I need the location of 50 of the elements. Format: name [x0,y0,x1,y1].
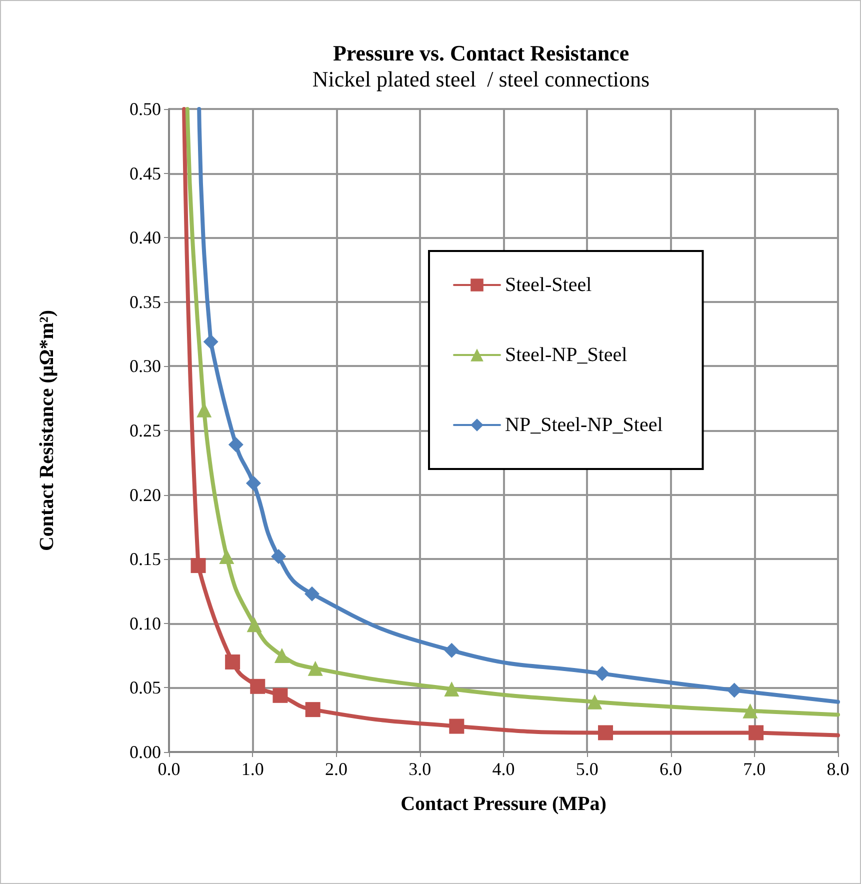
point [444,681,460,696]
x-tick-label: 2.0 [325,759,348,779]
x-tick-label: 8.0 [826,759,850,779]
x-tick-label: 4.0 [492,759,515,779]
legend-label: Steel-Steel [505,274,592,296]
x-tick-label: 7.0 [743,759,766,779]
y-tick-label: 0.25 [130,420,161,440]
x-tick-label: 0.0 [158,759,180,779]
point [726,682,742,698]
y-tick-label: 0.00 [130,742,161,762]
x-axis-title: Contact Pressure (MPa) [400,793,606,815]
point [225,654,240,670]
point [308,660,323,676]
point [190,558,206,574]
x-tick-label: 1.0 [241,759,264,779]
y-tick-label: 0.50 [130,99,161,119]
chart-subtitle: Nickel plated steel / steel connections [312,66,650,92]
point [444,642,460,658]
point [250,678,266,694]
y-axis-title: Contact Resistance (μΩ*m²) [36,310,58,552]
y-tick-label: 0.10 [130,613,161,634]
y-tick-label: 0.05 [130,678,161,698]
point [203,334,218,350]
point [449,718,464,734]
point [219,549,234,564]
legend-label: NP_Steel-NP_Steel [505,414,664,436]
y-tick-label: 0.40 [130,228,161,248]
y-tick-label: 0.30 [130,356,161,376]
point [587,694,602,710]
y-tick-label: 0.15 [130,549,161,570]
y-tick-label: 0.35 [130,292,161,312]
point [304,586,320,602]
point [305,702,320,718]
legend-label: Steel-NP_Steel [505,344,628,366]
point [272,688,288,703]
y-tick-label: 0.45 [130,163,161,184]
point [274,648,290,664]
point [748,725,764,740]
point [228,437,244,452]
point [594,666,610,682]
chart-title: Pressure vs. Contact Resistance [332,40,630,66]
point [271,549,286,564]
x-tick-label: 5.0 [576,759,598,779]
x-tick-label: 3.0 [408,759,432,779]
x-tick-label: 6.0 [660,759,682,779]
point [246,476,261,491]
point [246,617,262,632]
y-tick-label: 0.20 [130,484,161,505]
point [742,703,758,718]
point [598,725,614,740]
